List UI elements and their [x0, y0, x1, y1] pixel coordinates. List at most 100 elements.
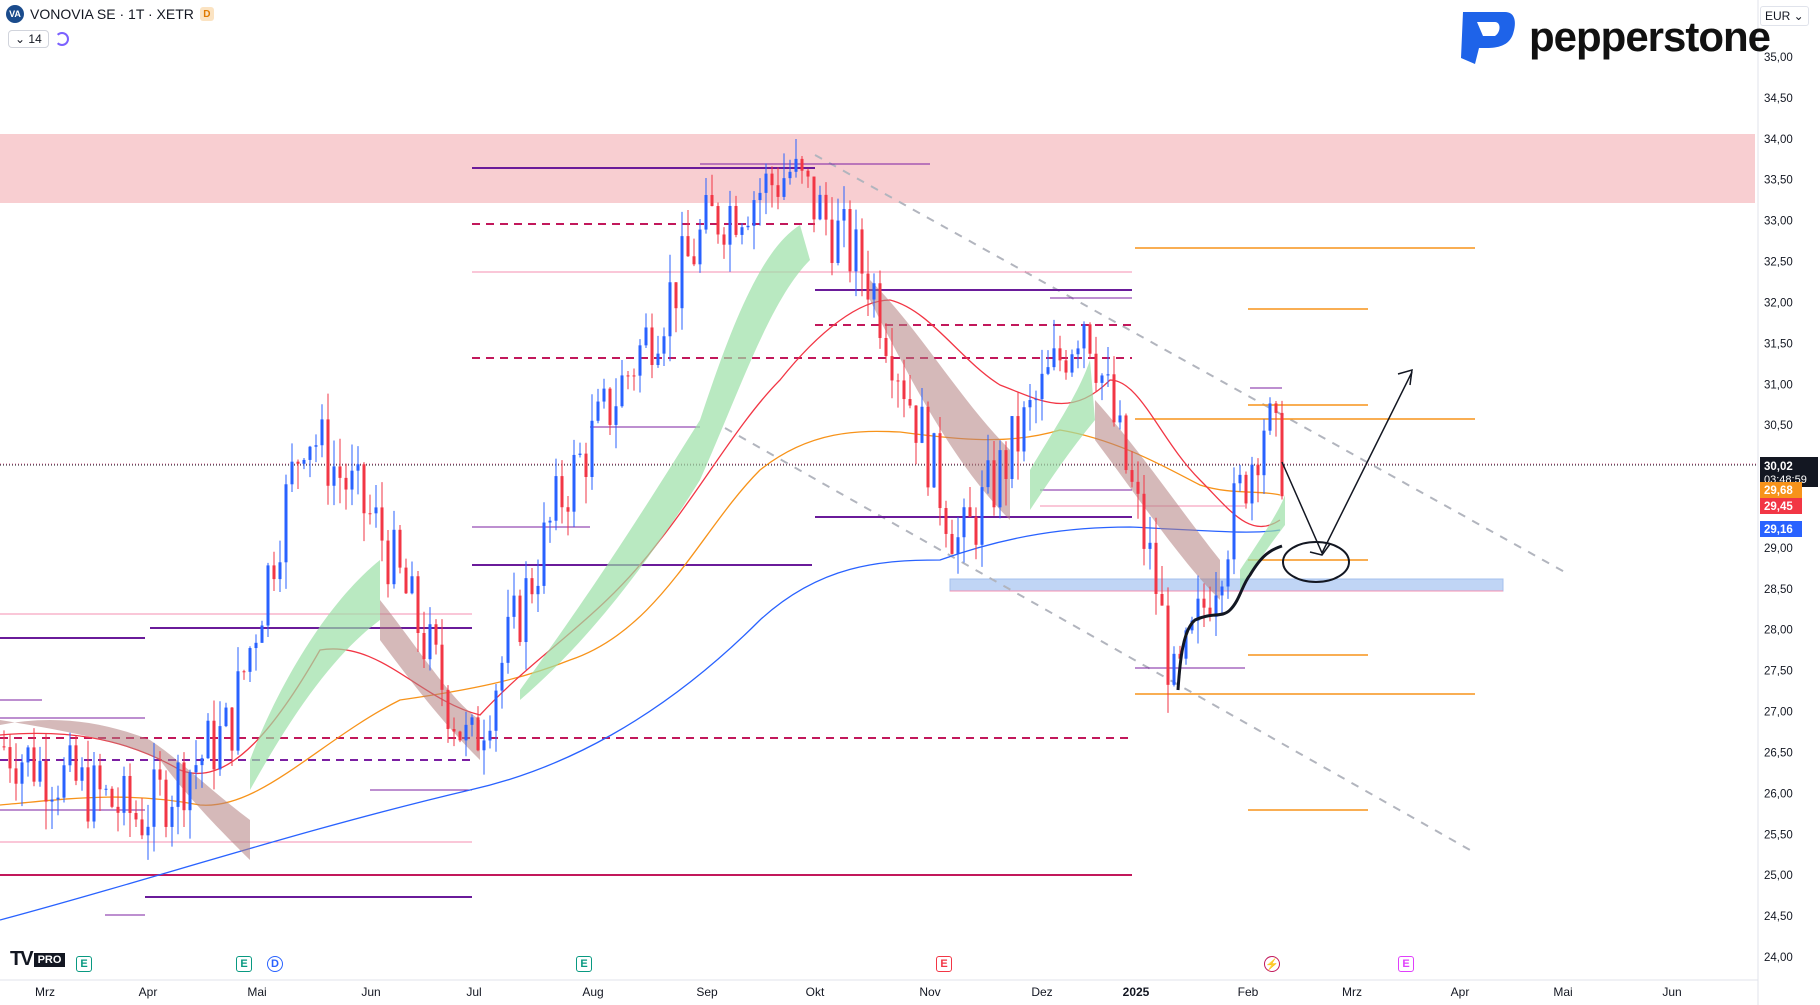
x-tick-label: Mrz: [35, 985, 55, 999]
ma-price-value: 29,68: [1764, 485, 1793, 497]
candle-down: [1136, 481, 1140, 494]
candle-up: [920, 406, 924, 443]
candle-up: [506, 616, 510, 663]
candle-down: [800, 158, 804, 171]
event-marker[interactable]: E: [236, 956, 252, 972]
brand-name: pepperstone: [1529, 13, 1771, 60]
candle-down: [458, 731, 462, 741]
candle-up: [542, 522, 546, 586]
candle-down: [476, 717, 480, 751]
candle-down: [404, 567, 408, 594]
y-tick-label: 24,00: [1764, 952, 1793, 964]
candle-up: [548, 520, 552, 523]
event-marker[interactable]: E: [76, 956, 92, 972]
svg-text:30,02: 30,02: [1764, 461, 1793, 473]
candle-down: [944, 508, 948, 534]
ma-price-tag: [1760, 498, 1802, 514]
y-tick-label: 33,00: [1764, 216, 1793, 228]
pepperstone-logo-icon: [1461, 12, 1515, 64]
candle-up: [1034, 399, 1038, 401]
candle-up: [620, 375, 624, 407]
x-tick-label: Mai: [247, 985, 266, 999]
candle-up: [266, 565, 270, 626]
candle-up: [842, 209, 846, 221]
candle-up: [1172, 653, 1176, 685]
y-tick-label: 34,50: [1764, 93, 1793, 105]
candle-down: [368, 513, 372, 515]
candle-up: [410, 576, 414, 594]
candle-down: [1142, 493, 1146, 549]
candle-down: [848, 209, 852, 272]
candle-up: [260, 625, 264, 643]
currency-label: EUR: [1765, 9, 1791, 23]
candle-up: [26, 747, 30, 763]
candle-down: [518, 595, 522, 643]
candle-down: [824, 194, 828, 220]
event-marker[interactable]: ⚡: [1264, 956, 1280, 972]
x-tick-label: Sep: [696, 985, 718, 999]
candle-up: [758, 192, 762, 201]
event-marker[interactable]: E: [936, 956, 952, 972]
candle-up: [554, 476, 558, 521]
x-tick-label: Apr: [139, 985, 158, 999]
symbol-title[interactable]: VONOVIA SE · 1T · XETR: [30, 6, 194, 22]
refresh-icon[interactable]: [54, 32, 69, 46]
candle-down: [1004, 450, 1008, 480]
candle-up: [980, 487, 984, 545]
candle-up: [1184, 630, 1188, 659]
candle-up: [662, 336, 666, 354]
candle-up: [794, 158, 798, 172]
candle-down: [1154, 542, 1158, 594]
candle-up: [482, 740, 486, 751]
candle-up: [332, 466, 336, 486]
tradingview-logo[interactable]: TV PRO: [10, 948, 66, 971]
y-tick-label: 24,50: [1764, 911, 1793, 923]
x-tick-label: Jun: [361, 985, 380, 999]
ma-blue: [0, 526, 1281, 921]
candle-down: [44, 760, 48, 802]
delayed-data-badge[interactable]: D: [199, 7, 214, 21]
event-marker[interactable]: E: [1398, 956, 1414, 972]
candle-down: [1094, 353, 1098, 383]
candle-down: [626, 375, 630, 377]
ma-orange: [0, 429, 1281, 806]
y-tick-label: 29,00: [1764, 543, 1793, 555]
candle-down: [14, 768, 18, 784]
candle-down: [1064, 360, 1068, 373]
y-tick-label: 32,50: [1764, 257, 1793, 269]
pullback-arrow-head: [1309, 543, 1331, 556]
candle-down: [440, 644, 444, 690]
candle-down: [32, 747, 36, 782]
candle-down: [1130, 470, 1134, 482]
currency-selector[interactable]: EUR ⌄: [1760, 6, 1809, 26]
candle-up: [62, 765, 66, 798]
ma-price-tag: [1760, 521, 1802, 537]
candle-up: [986, 460, 990, 488]
candle-up: [782, 178, 786, 197]
candle-up: [512, 595, 516, 617]
candle-up: [248, 648, 252, 672]
candle-up: [536, 585, 540, 595]
candle-down: [1280, 412, 1284, 497]
candle-down: [1202, 598, 1206, 608]
candle-down: [212, 720, 216, 770]
candle-down: [230, 707, 234, 751]
candle-up: [602, 388, 606, 402]
candle-down: [566, 507, 570, 512]
candle-down: [938, 433, 942, 509]
y-tick-label: 25,00: [1764, 870, 1793, 882]
cloud-green-3: [1030, 360, 1095, 510]
candle-up: [290, 461, 294, 485]
candle-up: [392, 529, 396, 585]
candle-up: [1196, 598, 1200, 621]
indicators-collapse-button[interactable]: ⌄ 14: [8, 30, 49, 48]
event-marker[interactable]: D: [267, 956, 283, 972]
x-tick-label: Jul: [466, 985, 481, 999]
x-tick-label: 2025: [1123, 985, 1150, 999]
candle-up: [254, 642, 258, 649]
candle-down: [1166, 605, 1170, 685]
event-marker[interactable]: E: [576, 956, 592, 972]
candle-down: [380, 507, 384, 541]
candle-up: [1052, 348, 1056, 368]
